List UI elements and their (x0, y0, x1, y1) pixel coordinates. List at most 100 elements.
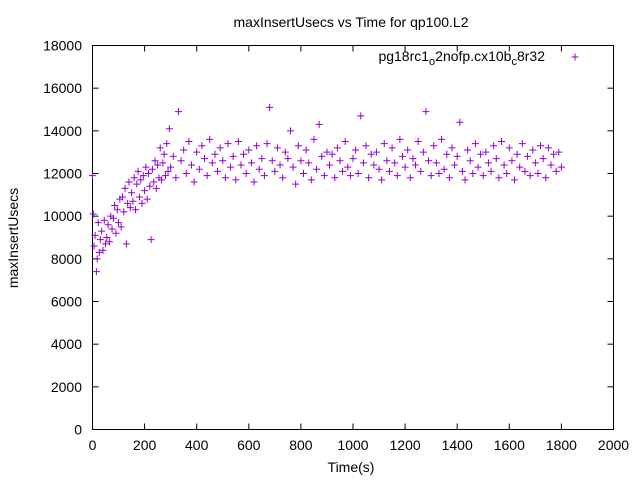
data-point (121, 184, 129, 192)
legend-marker (571, 53, 579, 61)
data-point (537, 142, 545, 150)
data-point (422, 108, 430, 116)
data-point (490, 142, 498, 150)
data-point (159, 159, 167, 167)
data-point (268, 157, 276, 165)
data-point (126, 204, 134, 212)
data-point (276, 161, 284, 169)
data-point (453, 152, 461, 160)
data-point (398, 152, 406, 160)
data-point (430, 142, 438, 150)
x-tick-label: 1400 (442, 437, 473, 453)
data-point (145, 170, 153, 177)
data-point (482, 148, 490, 156)
data-point (154, 161, 162, 169)
data-point (341, 138, 349, 145)
data-point (203, 172, 211, 180)
data-point (165, 125, 173, 133)
data-point (242, 170, 250, 177)
data-point (105, 238, 113, 246)
data-point (286, 127, 294, 135)
data-point (216, 144, 224, 152)
data-point (193, 148, 201, 156)
x-tick-label: 1800 (546, 437, 577, 453)
data-point (396, 135, 404, 143)
data-point (425, 157, 433, 165)
data-point (89, 210, 97, 218)
data-point (370, 161, 378, 169)
data-point (122, 240, 130, 248)
y-tick-label: 8000 (51, 251, 82, 267)
data-point (96, 236, 104, 244)
data-point (208, 159, 216, 167)
data-point (331, 174, 339, 182)
data-point (250, 178, 258, 186)
data-point (141, 187, 149, 195)
data-point (474, 163, 482, 171)
y-axis-label: maxInsertUsecs (5, 188, 21, 288)
data-point (307, 176, 315, 184)
data-point (294, 142, 302, 150)
y-tick-label: 2000 (51, 379, 82, 395)
data-point (336, 157, 344, 165)
y-tick-label: 6000 (51, 294, 82, 310)
data-point (521, 167, 529, 175)
data-point (177, 157, 185, 165)
x-tick-label: 1200 (390, 437, 421, 453)
data-point (111, 202, 119, 209)
data-point (160, 150, 168, 158)
data-point (354, 170, 362, 177)
data-point (302, 146, 310, 154)
legend-marker-symbol (571, 53, 579, 61)
data-point (378, 176, 386, 184)
data-point (185, 138, 193, 145)
data-point (344, 163, 352, 171)
data-point (495, 174, 503, 182)
x-tick-label: 1000 (337, 437, 368, 453)
data-point (133, 180, 141, 188)
data-point (555, 148, 563, 156)
data-point (412, 161, 420, 169)
data-point (458, 167, 466, 175)
data-point (391, 159, 399, 167)
data-point (310, 135, 318, 143)
x-tick-label: 600 (237, 437, 261, 453)
data-point (139, 172, 147, 180)
data-point (297, 157, 305, 165)
data-point (187, 161, 195, 169)
data-point (445, 174, 453, 182)
data-point (362, 142, 370, 150)
data-point (150, 178, 158, 186)
data-point (292, 180, 300, 188)
data-point (479, 172, 487, 180)
data-point (534, 170, 542, 177)
data-point (102, 240, 110, 248)
data-point (318, 152, 326, 160)
data-point (221, 174, 229, 182)
data-point (258, 155, 266, 163)
data-point (365, 174, 373, 182)
data-point (385, 167, 393, 175)
data-point (552, 167, 560, 175)
data-point (380, 140, 388, 148)
y-tick-label: 16000 (43, 80, 82, 96)
data-point (456, 118, 464, 126)
data-point (161, 172, 169, 180)
data-point (253, 142, 261, 150)
data-point (313, 165, 321, 173)
data-point (263, 140, 271, 148)
data-point (529, 146, 537, 154)
data-point (471, 140, 479, 148)
data-point (339, 167, 347, 175)
x-tick-label: 2000 (598, 437, 629, 453)
data-point (92, 268, 100, 276)
data-point (148, 165, 156, 173)
data-point (557, 163, 565, 171)
y-tick-label: 10000 (43, 208, 82, 224)
data-point (245, 146, 253, 154)
data-point (443, 150, 451, 158)
data-point (505, 144, 513, 152)
data-point (211, 150, 219, 158)
data-point (349, 155, 357, 163)
data-point (451, 161, 459, 169)
